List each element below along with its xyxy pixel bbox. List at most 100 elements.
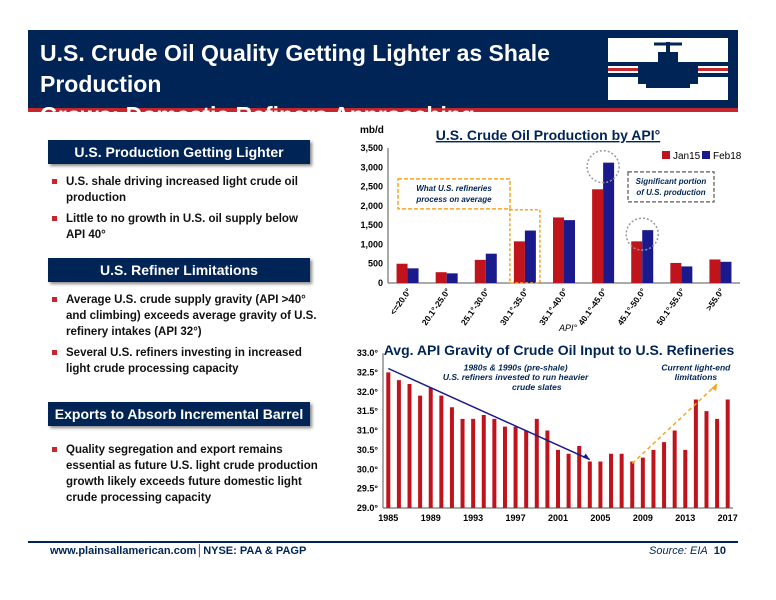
chart2-bar (598, 461, 603, 508)
chart2-y-tick: 31.0° (357, 426, 379, 436)
chart1-y-tick: 2,500 (360, 182, 383, 192)
chart2-bar (449, 407, 454, 508)
chart1-annotation-box (627, 171, 715, 203)
chart1-annotation-text: of U.S. production (636, 188, 705, 197)
chart1-bar-jan15 (513, 241, 525, 283)
chart2-x-tick: 2005 (590, 513, 610, 523)
section-heading-refiner: U.S. Refiner Limitations (48, 258, 310, 282)
pipeline-valve-logo (608, 38, 728, 100)
chart2-bar (587, 461, 592, 508)
chart2-y-tick: 29.5° (357, 484, 379, 494)
chart2-bar (481, 415, 486, 508)
chart1-y-tick: 1,000 (360, 239, 383, 249)
bullet-list-production: U.S. shale driving increased light crude… (52, 174, 318, 248)
chart2-annotation-text: Current light-end (661, 362, 731, 372)
chart2-bar (609, 453, 614, 508)
chart2-y-tick: 29.0° (357, 503, 379, 513)
production-by-api-chart: U.S. Crude Oil Production by API° mb/d J… (360, 125, 742, 333)
chart1-annotation-text: What U.S. refineries (416, 184, 492, 193)
chart2-x-tick: 2013 (675, 513, 695, 523)
chart2-bar (502, 426, 507, 508)
chart2-trend-arrow-down (387, 367, 591, 461)
chart2-bar (683, 449, 688, 508)
chart1-bar-jan15 (474, 259, 486, 283)
chart1-bar-feb18 (564, 220, 575, 283)
chart1-bar-jan15 (670, 262, 682, 283)
chart2-bar (407, 384, 412, 508)
chart2-x-tick: 1989 (421, 513, 441, 523)
chart1-x-tick: 45.1°-50.0° (615, 286, 648, 327)
section-heading-production: U.S. Production Getting Lighter (48, 140, 310, 164)
chart1-annotation-text: process on average (415, 195, 492, 204)
chart1-y-tick: 0 (378, 278, 383, 288)
chart2-bar (693, 399, 698, 508)
chart2-y-tick: 30.0° (357, 464, 379, 474)
chart2-trend-arrow-up (631, 383, 718, 464)
bullet-item: Little to no growth in U.S. oil supply b… (52, 211, 318, 243)
bullet-item: Several U.S. refiners investing in incre… (52, 345, 318, 377)
chart2-title: Avg. API Gravity of Crude Oil Input to U… (384, 342, 735, 358)
chart1-bar-feb18 (407, 268, 419, 283)
chart2-bar (619, 453, 624, 508)
chart2-bar (704, 411, 709, 508)
chart2-bar (513, 426, 518, 508)
chart2-bar (534, 418, 539, 508)
chart2-trend-arrowhead (711, 384, 718, 391)
chart1-y-tick: 3,000 (360, 162, 383, 172)
page-number: 10 (713, 545, 726, 557)
legend-label-jan15: Jan15 (673, 151, 701, 162)
footer-website[interactable]: www.plainsallamerican.com│NYSE: PAA & PA… (50, 545, 307, 557)
chart2-x-tick: 1997 (506, 513, 526, 523)
section-heading-exports: Exports to Absorb Incremental Barrel (48, 402, 310, 426)
chart1-x-tick: 30.1°-35.0° (498, 286, 531, 327)
bullet-item: Quality segregation and export remains e… (52, 442, 318, 506)
chart1-bar-jan15 (435, 272, 447, 283)
chart2-y-tick: 32.0° (357, 387, 379, 397)
chart2-annotation-text: limitations (675, 372, 718, 382)
bullet-list-refiner: Average U.S. crude supply gravity (API >… (52, 292, 318, 382)
chart2-annotation-text: U.S. refiners invested to run heavier (443, 372, 589, 382)
chart2-bar (492, 418, 497, 508)
footer-source: Source: EIA 10 (649, 545, 726, 557)
chart2-bar (556, 449, 560, 508)
chart1-x-tick: >55.0° (704, 286, 727, 313)
chart1-highlight-circle (625, 217, 659, 251)
chart1-title: U.S. Crude Oil Production by API° (436, 127, 660, 143)
chart1-bar-jan15 (631, 241, 643, 283)
chart2-y-tick: 31.5° (357, 406, 379, 416)
bullet-item: U.S. shale driving increased light crude… (52, 174, 318, 206)
legend-swatch-jan15 (662, 151, 670, 159)
chart2-bar (471, 418, 476, 508)
chart2-annotation-text: 1980s & 1990s (pre-shale) (464, 362, 568, 372)
chart1-ylabel: mb/d (360, 125, 384, 136)
chart2-x-tick: 2001 (548, 513, 568, 523)
bullet-item: Average U.S. crude supply gravity (API >… (52, 292, 318, 340)
chart2-bar (418, 395, 423, 508)
chart2-bar (566, 453, 571, 508)
chart1-xlabel: API° (558, 323, 578, 333)
chart1-bar-feb18 (681, 266, 693, 283)
chart1-x-tick: <=20.0° (388, 286, 414, 317)
chart1-bar-feb18 (446, 273, 458, 283)
chart2-annotation-text: crude slates (512, 382, 562, 392)
chart2-x-tick: 1993 (463, 513, 483, 523)
chart1-y-tick: 3,500 (360, 143, 383, 153)
chart1-bar-feb18 (485, 253, 497, 283)
chart2-bar (715, 418, 720, 508)
chart2-bar (662, 442, 667, 508)
chart1-bar-feb18 (642, 230, 654, 283)
chart2-x-tick: 2017 (718, 513, 738, 523)
chart2-bar (725, 399, 730, 508)
chart1-y-tick: 1,500 (360, 220, 383, 230)
chart2-bar (651, 449, 656, 508)
chart1-annotation-box (397, 178, 511, 210)
chart1-x-tick: 50.1°-55.0° (654, 286, 687, 327)
chart2-bar (577, 446, 582, 508)
chart1-annotation-text: Significant portion (636, 177, 707, 186)
chart1-bar-jan15 (592, 189, 604, 283)
chart2-bar (439, 395, 444, 508)
chart2-bar (524, 430, 529, 508)
chart2-bar (396, 380, 401, 508)
chart2-bar (640, 457, 645, 508)
chart2-bar (460, 418, 465, 508)
